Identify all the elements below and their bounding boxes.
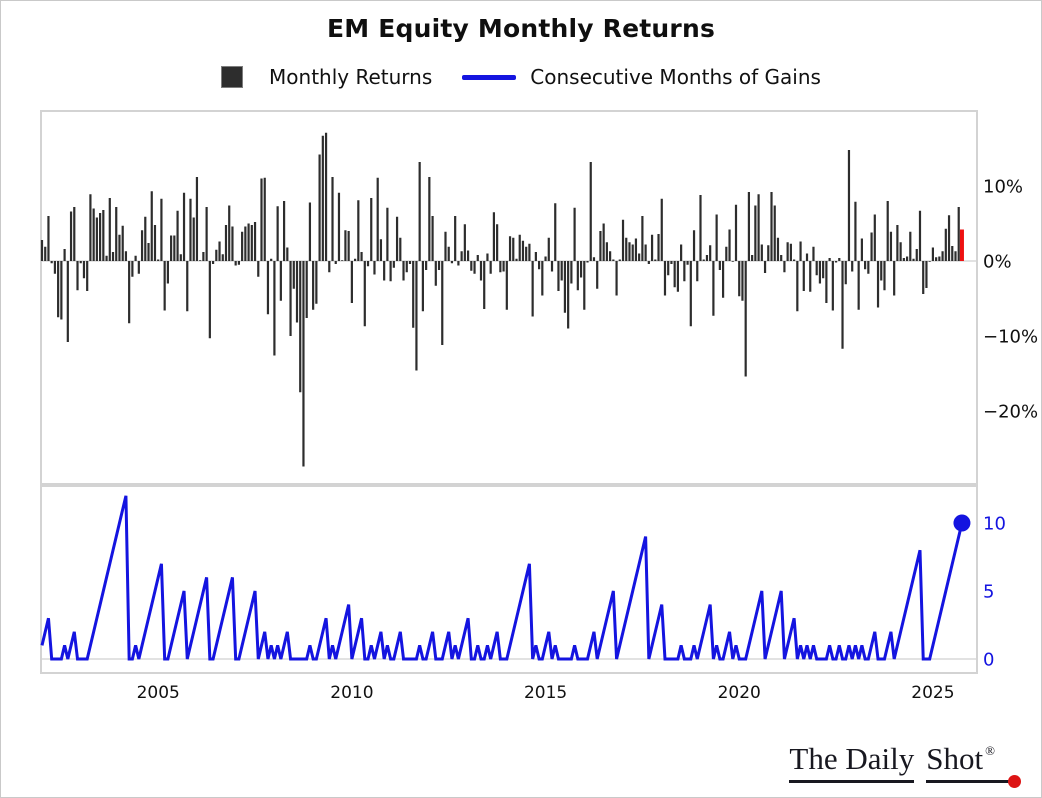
daily-shot-logo: The Daily Shot ® — [789, 741, 1021, 788]
top-ytick-label: 0% — [983, 252, 1012, 273]
xtick-label: 2015 — [524, 683, 567, 703]
chart-legend: Monthly Returns Consecutive Months of Ga… — [1, 65, 1041, 89]
bottom-panel — [40, 485, 978, 674]
xtick-label: 2025 — [911, 683, 954, 703]
xtick-label: 2005 — [137, 683, 180, 703]
gains-line-icon — [462, 74, 517, 80]
legend-label-monthly-returns: Monthly Returns — [269, 65, 433, 89]
top-ytick-label: −20% — [983, 402, 1038, 423]
bottom-ytick-label: 10 — [983, 514, 1006, 535]
monthly-returns-swatch-icon — [221, 66, 244, 88]
xtick-label: 2010 — [330, 683, 373, 703]
logo-red-dot-icon — [1008, 775, 1021, 788]
monthly-return-bars — [40, 132, 964, 467]
logo-text-the-daily: The Daily — [789, 741, 915, 783]
logo-text-shot: Shot ® — [926, 741, 1021, 788]
bottom-ytick-label: 5 — [983, 582, 994, 603]
top-ytick-label: −10% — [983, 327, 1038, 348]
legend-label-consecutive-gains: Consecutive Months of Gains — [530, 65, 821, 89]
bottom-ytick-label: 0 — [983, 650, 994, 671]
top-panel — [40, 110, 978, 485]
top-ytick-label: 10% — [983, 177, 1023, 198]
xtick-label: 2020 — [718, 683, 761, 703]
current-streak-marker — [953, 514, 971, 532]
registered-trademark-icon: ® — [985, 743, 995, 758]
consecutive-gains-line — [40, 495, 964, 661]
page-title: EM Equity Monthly Returns — [326, 14, 716, 43]
